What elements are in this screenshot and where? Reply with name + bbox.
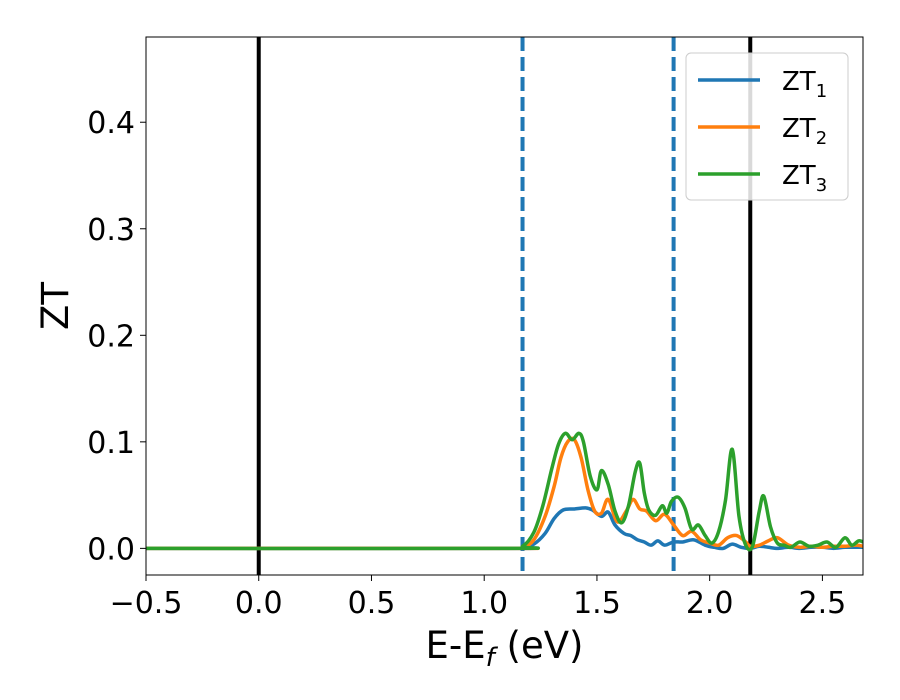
x-axis-label-unit: (eV)	[495, 624, 584, 667]
series-line-3	[146, 431, 863, 552]
reference-lines	[256, 37, 753, 575]
x-axis-label: E-Ef (eV)	[426, 624, 584, 673]
x-tick-label: 2.5	[799, 586, 847, 621]
y-tick-label: 0.1	[87, 426, 135, 461]
x-tick-label: 1.0	[460, 586, 508, 621]
legend: ZT1 ZT2 ZT3	[685, 52, 849, 201]
x-tick-label: 1.5	[573, 586, 621, 621]
legend-label-1: ZT1	[782, 67, 827, 102]
series-line-2	[146, 436, 863, 551]
x-tick-label: 0.5	[348, 586, 396, 621]
x-tick-label: 0.0	[235, 586, 283, 621]
y-tick-label: 0.0	[87, 532, 135, 567]
y-tick-label: 0.4	[87, 106, 135, 141]
legend-label-2: ZT2	[782, 114, 827, 149]
legend-box	[685, 52, 849, 201]
y-tick-label: 0.3	[87, 213, 135, 248]
y-axis: 0.0 0.1 0.2 0.3 0.4	[87, 106, 146, 567]
plot-frame	[145, 36, 864, 576]
y-axis-label: ZT	[34, 282, 77, 330]
series-lines	[146, 431, 863, 552]
x-axis: −0.5 0.0 0.5 1.0 1.5 2.0 2.5	[110, 575, 847, 621]
legend-label-3: ZT3	[782, 161, 827, 196]
y-tick-label: 0.2	[87, 319, 135, 354]
x-axis-label-main: E-E	[426, 624, 486, 667]
x-tick-label: −0.5	[110, 586, 183, 621]
x-tick-label: 2.0	[686, 586, 734, 621]
